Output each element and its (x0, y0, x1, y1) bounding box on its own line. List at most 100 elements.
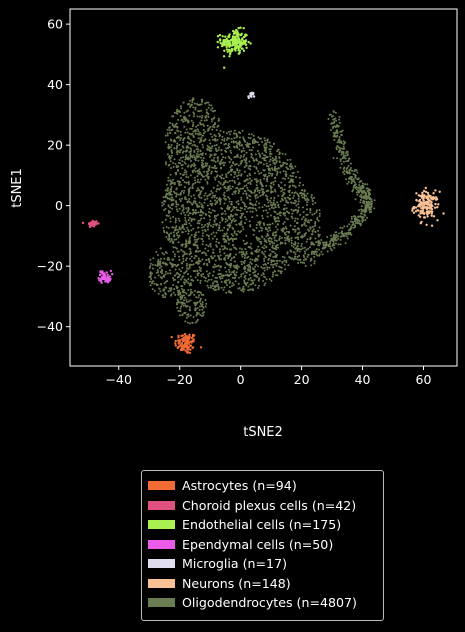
data-point (165, 286, 168, 289)
data-point (330, 122, 333, 125)
data-point (207, 228, 209, 231)
data-point (324, 241, 327, 244)
data-point (205, 213, 208, 216)
data-point (174, 342, 177, 345)
data-point (181, 231, 184, 234)
data-point (256, 214, 258, 217)
data-point (199, 281, 202, 284)
data-point (304, 265, 307, 267)
data-point (223, 143, 226, 146)
data-point (101, 270, 104, 273)
data-point (257, 255, 260, 258)
data-point (174, 344, 177, 347)
data-point (249, 181, 252, 184)
data-point (307, 253, 310, 256)
data-point (267, 262, 269, 265)
data-point (177, 334, 180, 338)
data-point (260, 171, 263, 174)
data-point (245, 205, 248, 208)
data-point (167, 204, 170, 207)
data-point (208, 211, 210, 214)
data-point (198, 201, 201, 204)
data-point (190, 255, 193, 258)
data-point (229, 266, 232, 269)
data-point (203, 217, 206, 220)
data-point (223, 139, 226, 142)
data-point (182, 257, 185, 260)
data-point (179, 105, 182, 108)
data-point (173, 183, 176, 186)
data-point (244, 190, 247, 192)
data-point (249, 206, 252, 209)
data-point (167, 290, 170, 293)
data-point (303, 223, 306, 226)
data-point (244, 267, 247, 270)
data-point (186, 226, 189, 229)
data-point (349, 167, 352, 169)
data-point (200, 273, 203, 276)
data-point (362, 186, 365, 188)
data-point (245, 46, 248, 49)
data-point (246, 197, 249, 200)
data-point (269, 185, 272, 188)
data-point (229, 50, 232, 53)
data-point (190, 341, 193, 344)
data-point (179, 314, 181, 317)
data-point (174, 192, 176, 195)
data-point (311, 197, 314, 200)
data-point (267, 239, 270, 242)
data-point (262, 267, 264, 270)
data-point (235, 38, 238, 41)
data-point (178, 339, 182, 342)
data-point (212, 256, 214, 259)
data-point (313, 262, 316, 265)
data-point (249, 268, 252, 271)
data-point (249, 283, 252, 286)
data-point (283, 256, 286, 259)
data-point (232, 234, 234, 237)
data-point (222, 40, 225, 44)
data-point (434, 202, 437, 206)
data-point (187, 240, 190, 243)
data-point (339, 243, 342, 246)
data-point (188, 137, 191, 140)
data-point (310, 264, 313, 267)
data-point (162, 227, 165, 229)
data-point (274, 270, 276, 273)
x-tick-label: 60 (416, 372, 432, 387)
data-point (173, 125, 176, 128)
data-point (280, 190, 283, 193)
data-point (239, 216, 242, 219)
data-point (423, 194, 426, 197)
data-point (347, 164, 350, 167)
data-point (197, 231, 200, 233)
data-point (240, 214, 243, 217)
data-point (338, 136, 341, 138)
data-point (234, 260, 236, 263)
data-point (188, 266, 191, 269)
data-point (184, 253, 187, 256)
data-point (334, 236, 337, 239)
data-point (330, 249, 333, 252)
data-point (282, 170, 285, 173)
data-point (232, 162, 235, 165)
data-point (190, 263, 193, 266)
data-point (363, 197, 366, 200)
data-point (227, 264, 230, 267)
data-point (106, 275, 109, 278)
data-point (278, 156, 281, 159)
data-point (241, 225, 244, 228)
data-point (171, 122, 174, 125)
data-point (240, 47, 243, 50)
data-point (270, 187, 273, 190)
data-point (254, 203, 257, 206)
data-point (310, 196, 313, 199)
data-point (187, 300, 190, 303)
data-point (224, 35, 227, 38)
data-point (351, 169, 354, 172)
data-point (368, 198, 371, 201)
data-point (246, 281, 249, 284)
data-point (333, 244, 336, 247)
data-point (240, 196, 243, 199)
data-point (186, 119, 189, 122)
